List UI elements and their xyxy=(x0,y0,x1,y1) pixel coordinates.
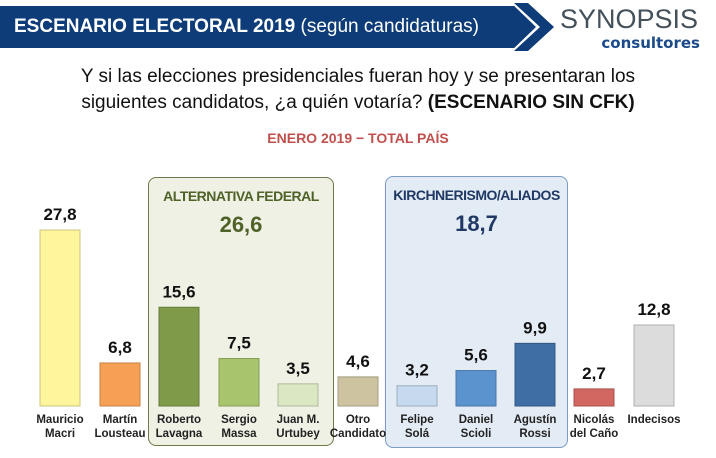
question-scenario: (ESCENARIO SIN CFK) xyxy=(427,92,635,113)
date-label: ENERO 2019 − TOTAL PAÍS xyxy=(267,130,449,146)
group-name: ALTERNATIVA FEDERAL xyxy=(163,188,319,204)
value-label: 15,6 xyxy=(162,282,195,301)
category-label: Candidato xyxy=(330,428,386,440)
value-label: 12,8 xyxy=(637,300,670,319)
category-label: Roberto xyxy=(157,414,201,426)
category-label: Indecisos xyxy=(627,414,680,426)
synopsis-logo: SYNOPSIS consultores xyxy=(560,4,710,54)
header-chevron-icon xyxy=(470,0,558,54)
page-title: ESCENARIO ELECTORAL 2019 (según candidat… xyxy=(14,16,479,38)
category-label: Juan M. xyxy=(277,414,320,426)
category-label: Nicolás xyxy=(574,414,615,426)
value-label: 9,9 xyxy=(523,318,547,337)
bar-2 xyxy=(158,306,200,407)
header-band xyxy=(0,6,520,48)
category-label: Solá xyxy=(405,428,430,440)
category-label: Rossi xyxy=(519,428,550,440)
value-label: 4,6 xyxy=(346,352,370,371)
bar-7 xyxy=(455,370,497,407)
logo-sub: consultores xyxy=(601,34,700,52)
category-label: Agustín xyxy=(514,414,557,426)
value-label: 3,2 xyxy=(405,361,429,380)
bar-10 xyxy=(633,324,675,407)
group-total: 18,7 xyxy=(455,211,498,236)
category-label: Lousteau xyxy=(94,428,145,440)
value-label: 3,5 xyxy=(286,359,310,378)
category-label: Martín xyxy=(103,414,138,426)
category-label: Sergio xyxy=(221,414,257,426)
value-label: 2,7 xyxy=(582,364,606,383)
category-label: Massa xyxy=(221,428,257,440)
bar-6 xyxy=(396,385,438,407)
question-line-2: siguientes candidatos, ¿a quién votaría?… xyxy=(0,90,716,116)
group-total: 26,6 xyxy=(219,212,263,237)
category-label: Lavagna xyxy=(156,428,203,440)
bar-5 xyxy=(337,376,379,407)
category-label: Mauricio xyxy=(36,414,83,426)
logo-main: SYNOPSIS xyxy=(560,4,699,34)
bar-1 xyxy=(99,362,141,407)
question-line-2-text: siguientes candidatos, ¿a quién votaría? xyxy=(81,92,423,113)
category-label: Macri xyxy=(45,428,75,440)
question-line-1: Y si las elecciones presidenciales fuera… xyxy=(80,66,636,87)
category-label: Daniel xyxy=(459,414,494,426)
group-name: KIRCHNERISMO/ALIADOS xyxy=(393,187,560,203)
category-label: Felipe xyxy=(400,414,433,426)
title-bold: ESCENARIO ELECTORAL 2019 xyxy=(14,16,296,37)
question-text: Y si las elecciones presidenciales fuera… xyxy=(0,64,716,116)
bar-4 xyxy=(277,383,319,407)
category-label: Urtubey xyxy=(276,428,320,440)
category-label: del Caño xyxy=(570,428,619,440)
value-label: 5,6 xyxy=(464,346,488,365)
category-label: Otro xyxy=(346,414,370,426)
title-sub: (según candidaturas) xyxy=(300,16,480,37)
category-label: Scioli xyxy=(461,428,492,440)
bar-0 xyxy=(39,229,81,407)
value-label: 6,8 xyxy=(108,338,132,357)
bar-9 xyxy=(573,388,615,407)
value-label: 27,8 xyxy=(43,205,76,224)
bar-8 xyxy=(514,342,556,407)
value-label: 7,5 xyxy=(227,334,251,353)
bar-3 xyxy=(218,358,260,407)
